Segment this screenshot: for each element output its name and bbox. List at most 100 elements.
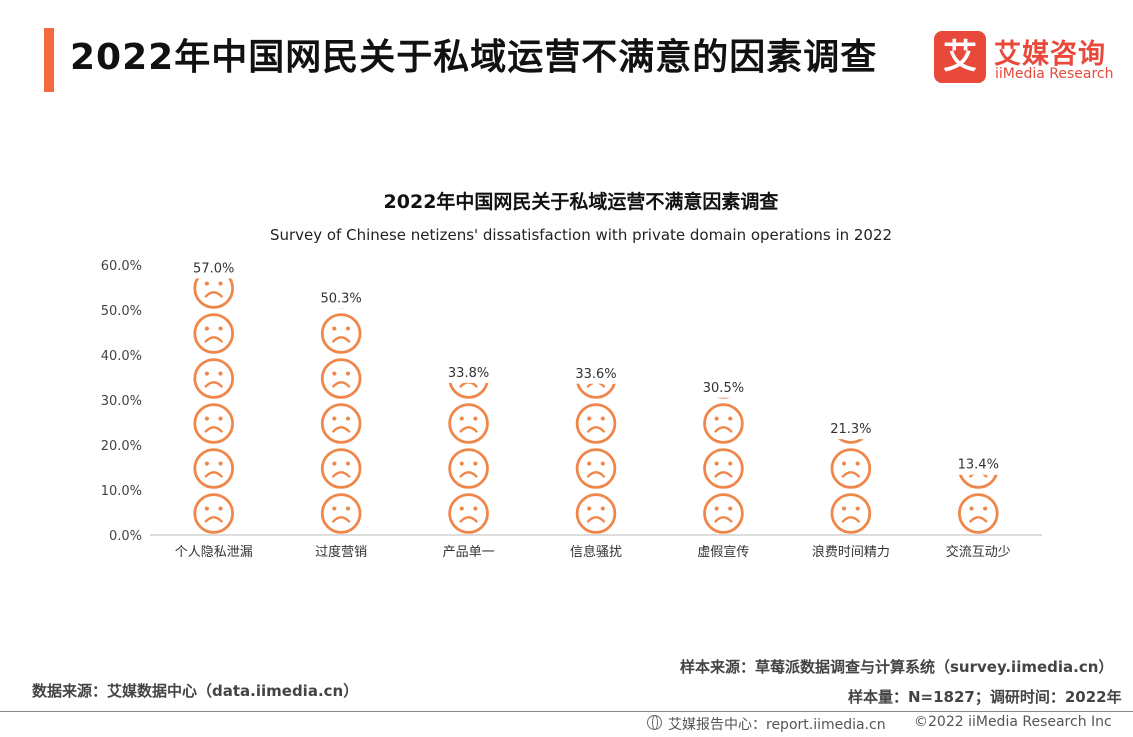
face-eye bbox=[459, 461, 464, 466]
face-eye bbox=[473, 416, 478, 421]
face-outline bbox=[830, 448, 872, 489]
face-eye bbox=[728, 506, 733, 511]
face-eye bbox=[856, 417, 860, 421]
sad-face-icon bbox=[320, 448, 362, 489]
report-center: 艾媒报告中心：report.iimedia.cn bbox=[668, 717, 886, 733]
face-outline bbox=[448, 493, 489, 534]
face-eye bbox=[218, 281, 223, 286]
face-outline bbox=[193, 493, 235, 534]
sad-face-icon bbox=[830, 448, 872, 489]
sad-face-icon bbox=[703, 403, 744, 444]
x-tick-label: 虚假宣传 bbox=[697, 544, 749, 560]
face-eye bbox=[204, 461, 209, 466]
face-eye bbox=[715, 372, 719, 376]
sad-face-icon bbox=[320, 403, 362, 444]
face-eye bbox=[587, 416, 592, 421]
face-eye bbox=[332, 506, 337, 511]
sad-face-icon bbox=[575, 448, 617, 489]
face-eye bbox=[983, 506, 988, 511]
face-outline bbox=[576, 383, 616, 399]
face-outline bbox=[448, 382, 489, 399]
face-outline bbox=[320, 493, 362, 534]
x-tick-label: 产品单一 bbox=[443, 545, 495, 560]
face-mouth bbox=[332, 471, 351, 478]
face-eye bbox=[218, 416, 223, 421]
sad-face-icon bbox=[320, 493, 362, 534]
sad-face-icon bbox=[958, 474, 998, 489]
face-eye bbox=[714, 461, 719, 466]
face-eye bbox=[345, 326, 351, 331]
sample-info: 样本量：N=1827；调研时间：2022年 bbox=[848, 688, 1122, 706]
data-label: 21.3% bbox=[830, 422, 871, 437]
bar bbox=[703, 372, 744, 534]
face-eye bbox=[332, 461, 337, 466]
face-mouth bbox=[586, 471, 606, 478]
face-mouth bbox=[332, 336, 351, 343]
footer-divider bbox=[0, 711, 1133, 712]
face-outline bbox=[575, 403, 617, 444]
plot-area: 0.0% 10.0% 20.0% 30.0% 40.0% 50.0% 60.0% 57.0% 个… bbox=[101, 259, 1042, 560]
face-mouth bbox=[204, 381, 223, 388]
face-eye bbox=[459, 506, 464, 511]
y-tick-label: 20.0% bbox=[101, 439, 142, 454]
face-eye bbox=[855, 506, 860, 511]
face-outline bbox=[320, 448, 362, 489]
face-mouth bbox=[204, 516, 223, 523]
sad-face-icon bbox=[193, 493, 235, 534]
face-mouth bbox=[841, 516, 860, 523]
chart-subtitle: Survey of Chinese netizens' dissatisfact… bbox=[270, 226, 892, 244]
sad-face-icon bbox=[193, 313, 235, 354]
sad-face-icon bbox=[193, 278, 235, 309]
logo-name-en: iiMedia Research bbox=[995, 66, 1114, 82]
face-eye bbox=[473, 506, 478, 511]
face-eye bbox=[218, 461, 223, 466]
face-eye bbox=[204, 371, 209, 376]
x-tick-label: 过度营销 bbox=[315, 544, 367, 560]
face-eye bbox=[714, 416, 719, 421]
face-eye bbox=[728, 372, 732, 376]
face-outline bbox=[703, 493, 744, 534]
face-eye bbox=[218, 506, 223, 511]
face-eye bbox=[728, 461, 733, 466]
face-eye bbox=[841, 461, 847, 466]
sad-face-icon bbox=[448, 448, 489, 489]
face-mouth bbox=[332, 516, 351, 523]
face-eye bbox=[204, 416, 209, 421]
y-tick-label: 10.0% bbox=[101, 484, 142, 499]
data-label: 50.3% bbox=[320, 292, 361, 307]
sad-face-icon bbox=[448, 493, 489, 534]
face-mouth bbox=[459, 382, 478, 388]
sad-face-icon bbox=[193, 403, 235, 444]
face-eye bbox=[587, 461, 592, 466]
bar bbox=[957, 474, 999, 534]
chart-title: 2022年中国网民关于私域运营不满意因素调查 bbox=[384, 190, 780, 213]
x-tick-label: 交流互动少 bbox=[946, 544, 1011, 560]
face-mouth bbox=[714, 426, 733, 433]
face-outline bbox=[448, 403, 489, 444]
face-mouth bbox=[969, 516, 988, 523]
face-eye bbox=[332, 282, 336, 286]
face-mouth bbox=[714, 516, 733, 523]
face-eye bbox=[204, 281, 209, 286]
y-tick-label: 50.0% bbox=[101, 304, 142, 319]
face-mouth bbox=[204, 291, 223, 298]
face-eye bbox=[841, 506, 847, 511]
bar bbox=[830, 417, 872, 534]
sad-face-icon bbox=[576, 383, 616, 399]
face-eye bbox=[728, 416, 733, 421]
copyright: ©2022 iiMedia Research Inc bbox=[914, 714, 1112, 730]
face-eye bbox=[842, 417, 846, 421]
face-mouth bbox=[459, 426, 478, 433]
face-eye bbox=[969, 506, 974, 511]
data-label: 33.8% bbox=[448, 366, 489, 381]
sad-face-icon bbox=[320, 358, 362, 399]
face-outline bbox=[193, 278, 235, 309]
sad-face-icon bbox=[193, 358, 235, 399]
sad-face-icon bbox=[830, 493, 872, 534]
face-eye bbox=[218, 326, 223, 331]
face-outline bbox=[448, 448, 489, 489]
sad-face-icon bbox=[703, 448, 744, 489]
face-outline bbox=[320, 358, 362, 399]
x-tick-label: 个人隐私泄漏 bbox=[175, 544, 253, 560]
